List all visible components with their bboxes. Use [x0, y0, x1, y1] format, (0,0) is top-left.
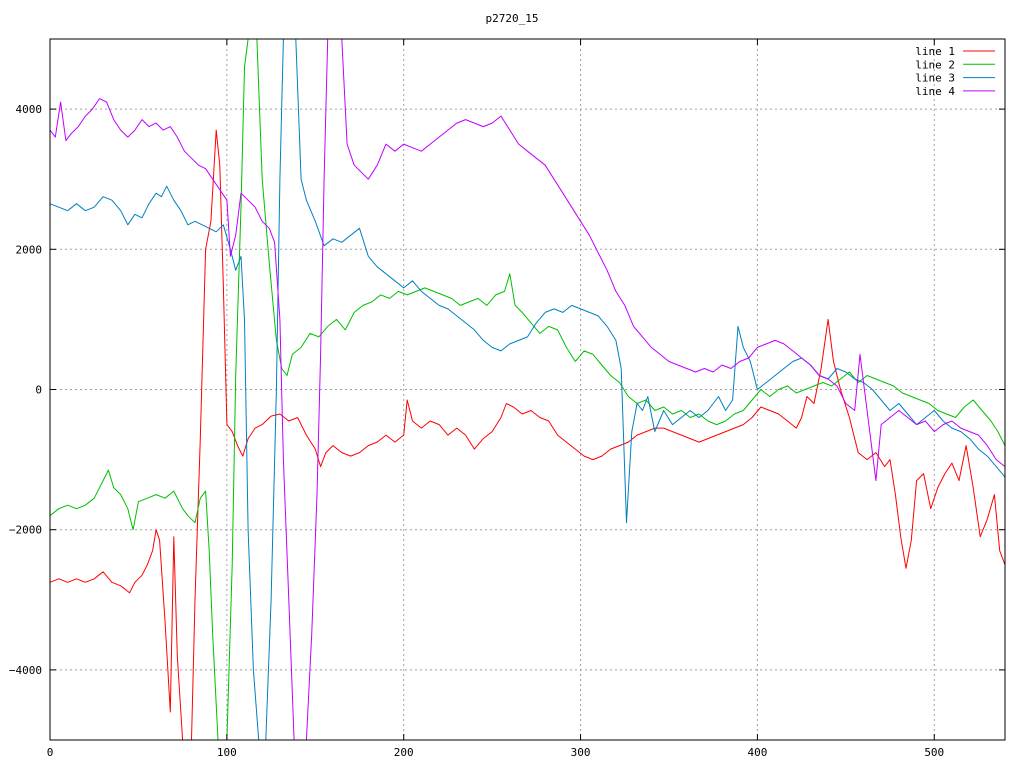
- x-tick-label: 0: [47, 746, 54, 759]
- legend-label-3: line 3: [915, 72, 955, 85]
- x-tick-label: 300: [571, 746, 591, 759]
- legend-label-2: line 2: [915, 58, 955, 71]
- y-tick-label: 0: [35, 384, 42, 397]
- series-line-4: [49, 38, 1006, 741]
- series-line-1: [49, 129, 1006, 741]
- axis-ticks: 0 100 200 300 400 500 −4000 −2000 0 2000 4000: [9, 39, 1005, 759]
- x-tick-label: 500: [924, 746, 944, 759]
- x-tick-label: 100: [217, 746, 237, 759]
- series-group: [49, 38, 1006, 741]
- y-tick-label: 4000: [16, 103, 43, 116]
- y-tick-label: 2000: [16, 243, 43, 256]
- series-line-2: [49, 38, 1006, 741]
- x-tick-label: 200: [394, 746, 414, 759]
- x-tick-label: 400: [747, 746, 767, 759]
- legend-label-4: line 4: [915, 85, 955, 98]
- y-tick-label: −2000: [9, 524, 42, 537]
- legend-label-1: line 1: [915, 45, 955, 58]
- chart-title: p2720_15: [486, 12, 539, 25]
- y-tick-label: −4000: [9, 664, 42, 677]
